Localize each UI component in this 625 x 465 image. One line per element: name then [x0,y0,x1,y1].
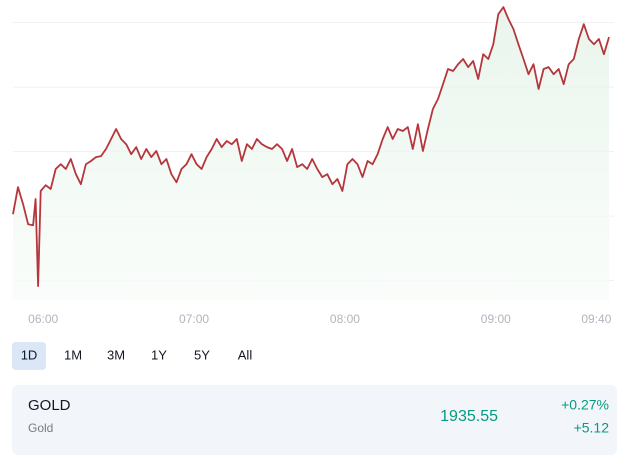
area-fill [13,7,609,300]
range-button[interactable]: 5Y [194,347,210,362]
plot-area: 06:00 07:00 08:00 09:00 09:40 [12,6,614,326]
symbol: GOLD [28,397,71,414]
price: 1935.55 [440,408,498,425]
symbol-name: Gold [28,421,53,435]
x-tick-label: 09:00 [481,312,511,326]
x-tick-label: 09:40 [581,312,611,326]
range-button[interactable]: All [238,347,253,362]
range-button[interactable]: 3M [107,347,125,362]
price-line [12,6,610,287]
range-button[interactable]: 1M [64,347,82,362]
range-button[interactable]: 1Y [151,347,167,362]
quote-card[interactable] [12,385,617,455]
x-tick-label: 06:00 [28,312,58,326]
x-tick-label: 07:00 [179,312,209,326]
range-button-bg[interactable] [12,342,46,370]
change-percent: +0.27% [561,397,609,413]
x-tick-label: 08:00 [330,312,360,326]
range-button[interactable]: 1D [21,347,38,362]
change: +5.12 [574,420,610,436]
